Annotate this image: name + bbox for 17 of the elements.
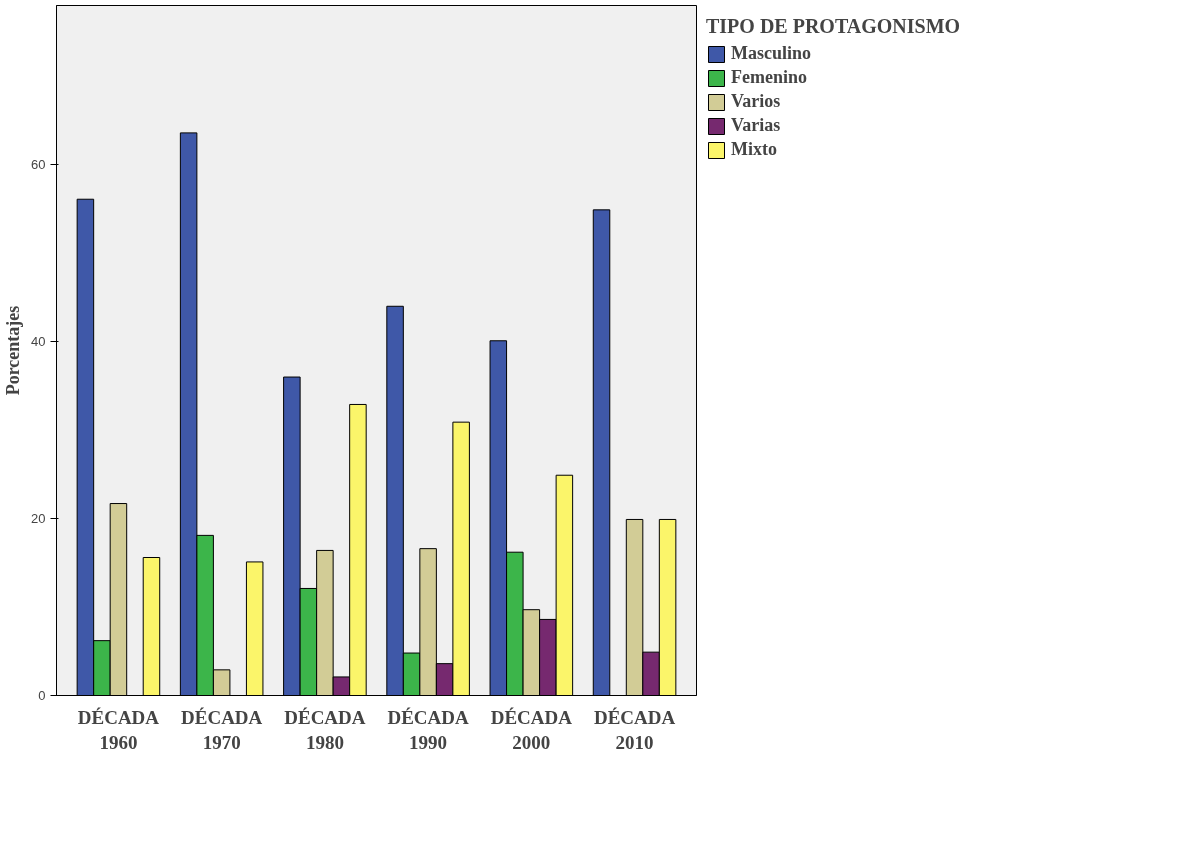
x-tick-label: DÉCADA 1980 (284, 706, 366, 753)
legend-label: Varias (731, 115, 781, 136)
legend-label: Femenino (731, 67, 807, 88)
legend-label: Varios (731, 91, 781, 112)
y-tick-label: 60 (31, 157, 46, 173)
legend-label: Masculino (731, 43, 812, 64)
y-tick-label: 20 (31, 511, 46, 527)
y-axis-title: Porcentajes (3, 305, 24, 396)
x-tick-label: DÉCADA 1970 (181, 706, 263, 753)
legend-title: TIPO DE PROTAGONISMO (706, 15, 961, 38)
legend-label: Mixto (731, 139, 777, 160)
x-tick-label: DÉCADA 1960 (77, 706, 160, 753)
y-tick-label: 0 (38, 688, 46, 703)
x-tick-label: DÉCADA 2010 (593, 706, 676, 753)
y-tick-label: 40 (31, 334, 46, 350)
x-tick-label: DÉCADA 1990 (387, 706, 470, 753)
x-tick-label: DÉCADA 2000 (490, 706, 573, 753)
